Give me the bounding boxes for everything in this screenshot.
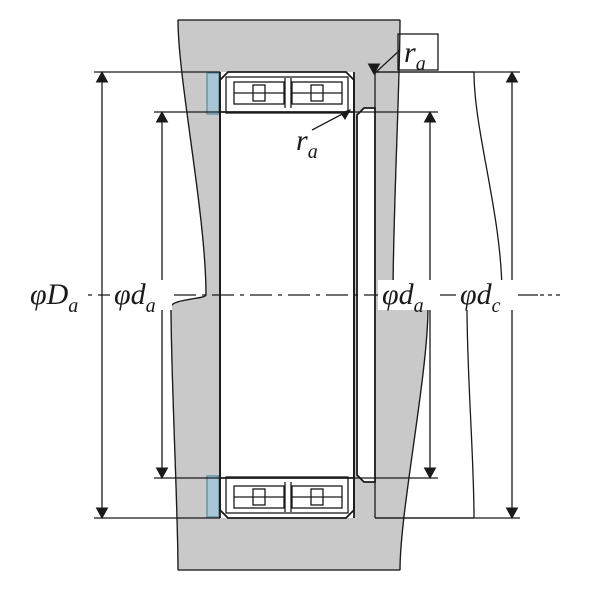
svg-text:ra: ra	[404, 36, 426, 75]
